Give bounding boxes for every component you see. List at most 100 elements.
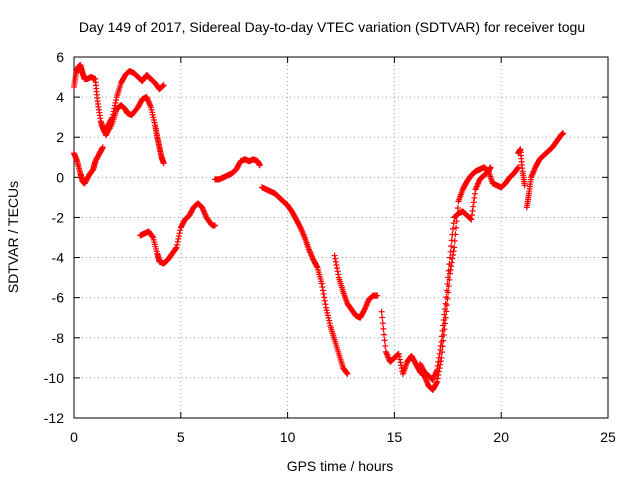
y-tick-label: 2: [56, 129, 64, 145]
y-tick-label: -10: [44, 370, 64, 386]
series-points: [515, 146, 528, 189]
data-point: [175, 233, 182, 240]
data-point: [468, 216, 475, 223]
data-point: [440, 322, 447, 329]
data-point: [471, 190, 478, 197]
series-points: [98, 94, 167, 167]
data-point: [454, 204, 461, 211]
data-point: [313, 263, 320, 270]
data-point: [334, 268, 341, 275]
data-point: [469, 207, 476, 214]
series-points: [523, 130, 567, 211]
plot-frame: [73, 56, 609, 419]
data-point: [436, 350, 443, 357]
data-point: [450, 220, 457, 227]
series-points: [71, 62, 167, 135]
data-point: [468, 212, 475, 219]
data-point: [382, 343, 389, 350]
data-point: [434, 378, 441, 385]
data-point: [487, 164, 494, 171]
data-point: [332, 255, 339, 262]
data-point: [448, 243, 455, 250]
x-tick-label: 0: [70, 429, 78, 445]
series-points: [211, 156, 263, 183]
data-point: [470, 199, 477, 206]
data-point: [439, 327, 446, 334]
data-point: [445, 274, 452, 281]
x-tick-label: 5: [177, 429, 185, 445]
data-point: [449, 251, 456, 258]
data-point: [380, 325, 387, 332]
data-point: [446, 254, 453, 261]
data-point: [333, 262, 340, 269]
data-point: [442, 300, 449, 307]
series-points: [417, 164, 494, 383]
data-point: [440, 317, 447, 324]
data-point: [446, 261, 453, 268]
data-point: [174, 241, 181, 248]
data-point: [321, 297, 328, 304]
x-axis-label: GPS time / hours: [287, 458, 394, 474]
data-point: [321, 294, 328, 301]
data-point: [160, 160, 167, 167]
data-point: [381, 337, 388, 344]
x-tick-label: 20: [493, 429, 509, 445]
data-point: [344, 370, 351, 377]
data-point: [322, 301, 329, 308]
data-point: [396, 356, 403, 363]
data-point: [443, 287, 450, 294]
data-point: [434, 366, 441, 373]
data-point: [396, 353, 403, 360]
data-point: [435, 354, 442, 361]
data-point: [331, 252, 338, 259]
series-points: [71, 144, 106, 187]
axis-ticks: 0 5 10 15 20 25 -12 -10 -8 -6 -4 -2 0 2 4 6: [44, 49, 616, 445]
data-points: [71, 62, 567, 393]
data-point: [172, 245, 179, 252]
data-point: [256, 162, 263, 169]
data-point: [378, 308, 385, 315]
data-point: [560, 130, 567, 137]
data-point: [99, 144, 106, 151]
data-point: [448, 237, 455, 244]
data-point: [453, 224, 460, 231]
y-axis-label: SDTVAR / TECUs: [5, 181, 21, 293]
data-point: [332, 258, 339, 265]
x-tick-label: 10: [280, 429, 296, 445]
data-point: [445, 267, 452, 274]
data-point: [397, 359, 404, 366]
y-tick-label: -8: [52, 330, 65, 346]
y-tick-label: -2: [52, 209, 65, 225]
data-point: [442, 306, 449, 313]
series-points: [331, 252, 381, 321]
data-point: [334, 265, 341, 272]
data-point: [374, 292, 381, 299]
data-point: [177, 227, 184, 234]
data-point: [160, 82, 167, 89]
data-point: [379, 314, 386, 321]
data-point: [395, 350, 402, 357]
data-point: [335, 271, 342, 278]
data-point: [438, 338, 445, 345]
data-point: [470, 203, 477, 210]
data-point: [446, 270, 453, 277]
data-point: [113, 96, 120, 103]
data-point: [437, 346, 444, 353]
data-point: [443, 294, 450, 301]
series-points: [258, 184, 351, 377]
series-points: [137, 200, 218, 267]
data-point: [471, 194, 478, 201]
data-point: [318, 280, 325, 287]
data-point: [441, 311, 448, 318]
data-point: [439, 333, 446, 340]
data-point: [343, 370, 350, 377]
data-point: [175, 235, 182, 242]
y-tick-label: -12: [44, 410, 64, 426]
data-point: [381, 331, 388, 338]
data-point: [173, 244, 180, 251]
y-tick-label: 6: [56, 49, 64, 65]
data-point: [521, 182, 528, 189]
data-point: [434, 362, 441, 369]
data-point: [174, 238, 181, 245]
